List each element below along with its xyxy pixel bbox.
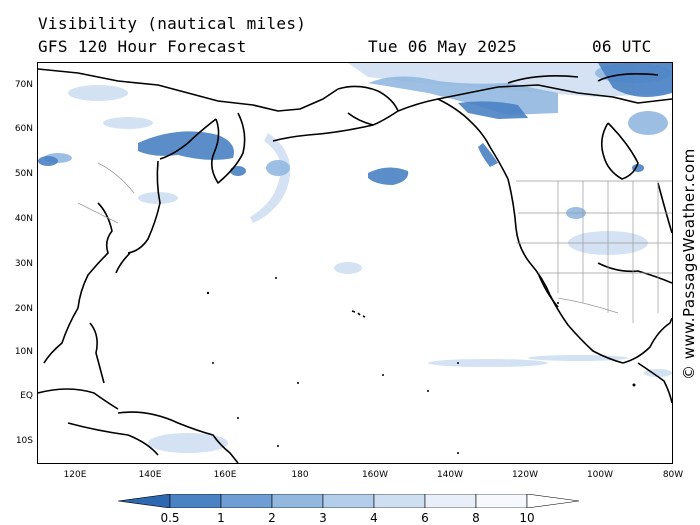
lat-label-40n: 40N — [14, 214, 33, 224]
political-borders — [77, 162, 672, 323]
lat-label-30n: 30N — [14, 259, 33, 269]
legend-colorbar — [118, 494, 580, 508]
lon-label-80w: 80W — [662, 470, 684, 480]
legend-label-0-5: 0.5 — [160, 511, 180, 525]
legend-swatch-4 — [322, 494, 375, 508]
legend-swatch-7 — [475, 494, 528, 508]
lat-label-10n: 10N — [14, 347, 33, 357]
legend-swatch-3 — [271, 494, 324, 508]
visibility-light-areas — [68, 63, 672, 453]
legend-swatch-8 — [526, 494, 580, 508]
legend-swatch-0 — [118, 494, 171, 508]
lon-label-160w: 160W — [361, 470, 389, 480]
map-title: Visibility (nautical miles) — [38, 14, 307, 33]
legend-label-8: 8 — [472, 511, 480, 525]
coastlines — [38, 68, 672, 463]
legend-label-6: 6 — [421, 511, 429, 525]
lat-label-10s: 10S — [15, 436, 33, 446]
forecast-time: 06 UTC — [592, 37, 652, 56]
forecast-subtitle: GFS 120 Hour Forecast — [38, 37, 247, 56]
lon-label-140e: 140E — [138, 470, 162, 480]
site-credit: © www.PassageWeather.com — [680, 148, 698, 380]
legend-swatch-6 — [424, 494, 477, 508]
lon-label-120w: 120W — [511, 470, 539, 480]
lat-label-20n: 20N — [14, 304, 33, 314]
legend-label-2: 2 — [268, 511, 276, 525]
lat-label-70n: 70N — [14, 80, 33, 90]
legend-swatch-2 — [220, 494, 273, 508]
lon-label-180: 180 — [291, 470, 309, 480]
lon-label-120e: 120E — [63, 470, 87, 480]
legend-label-1: 1 — [217, 511, 225, 525]
visibility-low-areas — [38, 63, 672, 185]
lat-label-eq: EQ — [20, 391, 33, 401]
legend-swatch-1 — [169, 494, 222, 508]
legend-label-3: 3 — [319, 511, 327, 525]
lat-label-60n: 60N — [14, 124, 33, 134]
legend-swatch-5 — [373, 494, 426, 508]
lon-label-100w: 100W — [586, 470, 614, 480]
lat-label-50n: 50N — [14, 169, 33, 179]
legend-label-4: 4 — [370, 511, 378, 525]
visibility-map — [37, 62, 673, 464]
lon-label-160e: 160E — [213, 470, 237, 480]
lon-label-140w: 140W — [436, 470, 464, 480]
map-canvas — [38, 63, 672, 463]
forecast-date: Tue 06 May 2025 — [368, 37, 517, 56]
legend-label-10: 10 — [519, 511, 535, 525]
pacific-islands — [206, 277, 636, 454]
